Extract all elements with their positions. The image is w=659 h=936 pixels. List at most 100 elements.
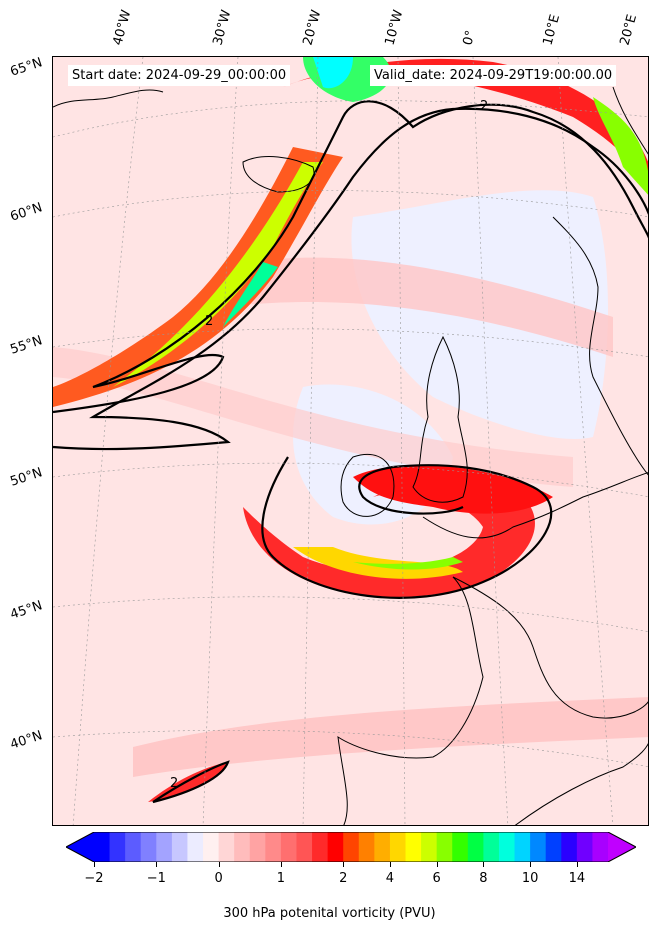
colorbar-swatch xyxy=(483,832,500,862)
coastline-ireland xyxy=(340,453,395,517)
parallel xyxy=(53,596,648,632)
parallel xyxy=(53,328,648,358)
lon-label: 0° xyxy=(460,28,479,47)
parallel xyxy=(53,190,648,218)
colorbar-swatch xyxy=(265,832,282,862)
colorbar-tick-label: 10 xyxy=(521,871,539,886)
colorbar-swatch xyxy=(452,832,469,862)
pv-streak xyxy=(223,257,613,357)
colorbar-swatch xyxy=(436,832,453,862)
coastline-africa xyxy=(514,742,648,825)
colorbar-swatch xyxy=(576,832,593,862)
coastline-iceland xyxy=(242,156,315,193)
colorbar-label: 300 hPa potenital vorticity (PVU) xyxy=(223,906,436,921)
colorbar-tick-label: 14 xyxy=(568,871,586,886)
pv-jet-west-core2 xyxy=(223,262,278,327)
coastline-europe xyxy=(422,472,648,539)
coastline-norway-north xyxy=(612,86,648,155)
colorbar-swatch xyxy=(140,832,157,862)
colorbar-swatch xyxy=(530,832,547,862)
colorbar-extend-min xyxy=(66,832,94,862)
lon-label: 40°W xyxy=(110,8,135,47)
pv-streak xyxy=(133,697,648,777)
parallel xyxy=(53,729,648,767)
colorbar-tick-label: 2 xyxy=(339,871,348,886)
colorbar-swatch xyxy=(187,832,204,862)
colorbar-swatch xyxy=(234,832,251,862)
lon-label: 10°W xyxy=(382,8,407,47)
colorbar-swatch xyxy=(498,832,516,862)
pv-swirl-core xyxy=(353,557,463,570)
colorbar-swatch xyxy=(312,832,329,862)
lat-label: 60°N xyxy=(8,200,45,225)
colorbar-tick-mark xyxy=(343,862,345,867)
pv-jet-west xyxy=(53,147,343,407)
colorbar-swatch xyxy=(561,832,578,862)
colorbar-tick-mark xyxy=(218,862,220,867)
colorbar-tick-mark xyxy=(280,862,282,867)
colorbar-swatch xyxy=(514,832,531,862)
colorbar-tick-label: −1 xyxy=(146,871,166,886)
pv-jet-west-core xyxy=(113,162,323,387)
lat-label: 55°N xyxy=(8,333,45,358)
contour-label: 2 xyxy=(480,99,488,114)
meridian xyxy=(472,57,509,825)
graticule xyxy=(53,57,648,825)
colorbar-swatch xyxy=(405,832,422,862)
pv-streak xyxy=(53,347,573,487)
colorbar-swatch xyxy=(592,832,609,862)
colorbar-tick-mark xyxy=(94,862,95,867)
map-panel: 2 2 2 xyxy=(52,56,649,826)
colorbar-swatch xyxy=(296,832,313,862)
lon-label: 20°W xyxy=(300,8,325,47)
colorbar xyxy=(66,832,636,862)
colorbar-swatch xyxy=(343,832,360,862)
colorbar-tick-mark xyxy=(156,862,158,867)
contour-label: 2 xyxy=(170,776,178,791)
colorbar-tick-label: 1 xyxy=(276,871,286,886)
coastline-france xyxy=(452,576,648,719)
colorbar-swatch xyxy=(327,832,344,862)
colorbar-swatch xyxy=(109,832,126,862)
colorbar-tick-label: −2 xyxy=(84,871,104,886)
lat-label: 50°N xyxy=(8,465,45,490)
parallel xyxy=(53,100,648,138)
colorbar-swatch xyxy=(218,832,235,862)
start-date-label: Start date: 2024-09-29_00:00:00 xyxy=(68,65,291,86)
meridian xyxy=(397,57,406,825)
colorbar-swatch xyxy=(374,832,391,862)
colorbar-tick-mark xyxy=(436,862,438,867)
colorbar-tick-mark xyxy=(483,862,485,867)
coastline-uk xyxy=(412,335,468,503)
colorbar-swatch xyxy=(280,832,297,862)
lon-label: 30°W xyxy=(210,8,235,47)
meridian xyxy=(302,57,319,825)
pv-map: 2 2 2 xyxy=(53,57,648,825)
colorbar-extend-max xyxy=(608,832,636,862)
lat-label: 40°N xyxy=(8,728,45,753)
pv-jet-ne xyxy=(593,97,648,195)
parallel xyxy=(53,462,648,497)
pv-jet-north-core xyxy=(313,57,353,89)
colorbar-swatch xyxy=(249,832,266,862)
coastlines xyxy=(53,86,648,825)
colorbar-swatch xyxy=(156,832,173,862)
coastline-iberia xyxy=(337,576,484,825)
colorbar-swatch xyxy=(94,832,111,862)
contour-label: 2 xyxy=(205,314,213,329)
pv-swirl-core xyxy=(293,547,463,579)
coastline-scandinavia xyxy=(552,216,648,476)
coastline-greenland xyxy=(53,89,164,108)
contour-line xyxy=(53,107,648,451)
colorbar-tick-mark xyxy=(530,862,532,867)
contour-line xyxy=(261,456,553,599)
colorbar-tick-mark xyxy=(389,862,391,867)
colorbar-swatch xyxy=(389,832,407,862)
lon-label: 10°E xyxy=(540,12,564,48)
valid-date-label: Valid_date: 2024-09-29T19:00:00.00 xyxy=(370,65,617,86)
meridian xyxy=(202,57,239,825)
lat-label: 65°N xyxy=(8,55,45,80)
colorbar-tick-mark xyxy=(576,862,578,867)
pv-jet-north xyxy=(283,58,648,194)
colorbar-swatch xyxy=(203,832,220,862)
